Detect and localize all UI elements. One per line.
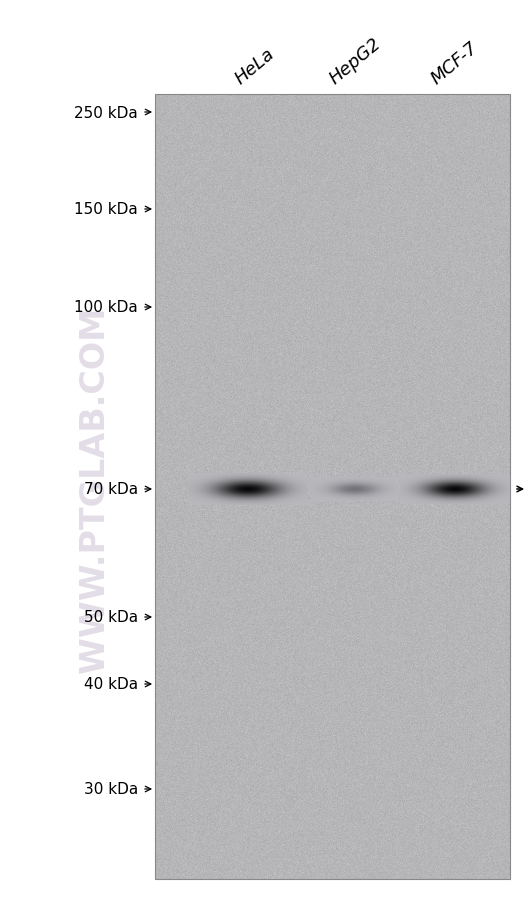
- Text: 150 kDa: 150 kDa: [74, 202, 138, 217]
- Text: HeLa: HeLa: [232, 45, 278, 87]
- Text: 50 kDa: 50 kDa: [84, 610, 138, 625]
- Text: HepG2: HepG2: [325, 34, 384, 87]
- Bar: [155, 95, 510, 879]
- Text: WWW.PTGLAB.COM: WWW.PTGLAB.COM: [78, 307, 111, 673]
- Text: 70 kDa: 70 kDa: [84, 482, 138, 497]
- Text: 250 kDa: 250 kDa: [74, 106, 138, 120]
- Text: 100 kDa: 100 kDa: [74, 300, 138, 315]
- Text: MCF-7: MCF-7: [428, 39, 482, 87]
- Text: 30 kDa: 30 kDa: [84, 782, 138, 796]
- Text: 40 kDa: 40 kDa: [84, 676, 138, 692]
